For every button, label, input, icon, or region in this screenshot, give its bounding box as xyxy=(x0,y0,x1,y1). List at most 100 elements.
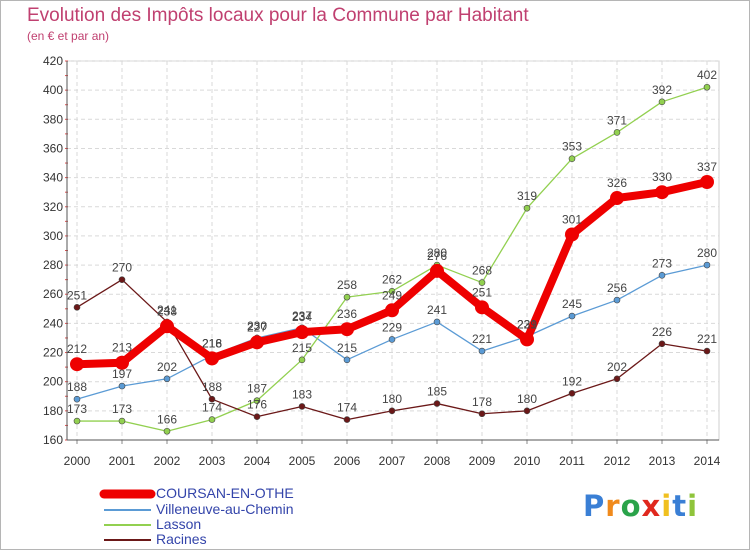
data-label: 166 xyxy=(157,412,177,426)
y-tick-label: 300 xyxy=(43,229,63,243)
data-point xyxy=(565,227,579,242)
data-point xyxy=(343,356,351,364)
y-tick-label: 320 xyxy=(43,200,63,214)
data-label: 229 xyxy=(382,320,402,334)
data-label: 227 xyxy=(247,320,267,334)
data-point xyxy=(253,413,261,420)
legend-swatches xyxy=(99,489,156,541)
y-tick-label: 420 xyxy=(43,54,63,68)
data-label: 174 xyxy=(337,401,357,415)
data-label: 262 xyxy=(382,272,402,286)
y-tick-label: 380 xyxy=(43,112,63,126)
data-point xyxy=(703,261,711,269)
legend-label: Racines xyxy=(156,531,207,547)
data-label: 256 xyxy=(607,281,627,295)
data-label: 276 xyxy=(427,249,447,263)
plot-area xyxy=(66,60,720,441)
data-point xyxy=(568,390,576,397)
data-label: 280 xyxy=(697,246,717,260)
data-point xyxy=(250,335,264,350)
y-tick-label: 280 xyxy=(43,258,63,272)
data-point xyxy=(430,263,444,278)
data-label: 241 xyxy=(157,303,177,317)
x-tick-label: 2001 xyxy=(109,454,136,468)
chart-title: Evolution des Impôts locaux pour la Comm… xyxy=(27,5,529,26)
data-point xyxy=(700,174,714,189)
series-lines xyxy=(70,83,714,435)
data-label: 230 xyxy=(247,319,267,333)
data-label: 202 xyxy=(607,360,627,374)
data-label: 174 xyxy=(202,401,222,415)
data-label: 337 xyxy=(697,160,717,174)
data-point xyxy=(703,347,711,355)
y-tick-label: 180 xyxy=(43,404,63,418)
data-label: 185 xyxy=(427,385,447,399)
proxiti-logo: Proxiti xyxy=(583,489,698,523)
data-label: 173 xyxy=(112,402,132,416)
data-label: 197 xyxy=(112,367,132,381)
data-point xyxy=(343,416,351,423)
axes: 160 180 200 220 240 260 280 300 320 340 360 380 400 4… xyxy=(43,54,721,468)
data-point xyxy=(343,293,351,301)
x-tick-label: 2000 xyxy=(64,454,91,468)
data-label: 245 xyxy=(562,297,582,311)
data-point xyxy=(163,427,171,435)
data-label: 192 xyxy=(562,374,582,388)
data-point xyxy=(73,417,81,425)
data-label: 251 xyxy=(67,288,87,302)
data-point xyxy=(475,300,489,315)
data-point xyxy=(115,355,129,370)
data-point xyxy=(163,375,171,383)
data-point xyxy=(295,325,309,340)
data-point xyxy=(208,395,216,403)
data-point xyxy=(70,357,84,372)
data-label: 251 xyxy=(472,285,492,299)
x-tick-label: 2011 xyxy=(559,454,585,468)
logo-letter: i xyxy=(687,489,699,523)
y-tick-label: 260 xyxy=(43,287,63,301)
data-point xyxy=(568,155,576,162)
data-label: 238 xyxy=(157,304,177,318)
logo-letter: r xyxy=(605,489,621,523)
data-label: 231 xyxy=(517,318,537,332)
data-point xyxy=(253,397,261,404)
data-point xyxy=(568,312,576,320)
data-point xyxy=(703,83,711,91)
data-label: 280 xyxy=(427,246,447,260)
data-label: 187 xyxy=(247,382,267,396)
data-label: 202 xyxy=(157,360,177,374)
x-tick-label: 2014 xyxy=(694,454,721,468)
data-label: 212 xyxy=(67,342,87,356)
x-tick-label: 2004 xyxy=(244,454,271,468)
legend-label: Lasson xyxy=(156,516,202,532)
legend-label: Villeneuve-au-Chemin xyxy=(156,501,294,517)
data-point xyxy=(208,416,216,423)
data-label: 236 xyxy=(337,307,357,321)
data-label: 353 xyxy=(562,140,582,154)
data-point xyxy=(73,395,81,403)
x-tick-label: 2006 xyxy=(334,454,361,468)
x-tick-label: 2005 xyxy=(289,454,316,468)
data-point xyxy=(520,332,534,347)
y-tick-label: 340 xyxy=(43,171,63,185)
data-point xyxy=(388,407,396,415)
data-point xyxy=(478,410,486,418)
y-tick-label: 160 xyxy=(43,433,63,447)
data-point xyxy=(478,347,486,355)
logo-letter: i xyxy=(661,489,673,523)
data-label: 301 xyxy=(562,212,582,226)
data-label: 330 xyxy=(652,170,672,184)
data-label: 218 xyxy=(202,336,222,350)
y-tick-label: 400 xyxy=(43,83,63,97)
data-point xyxy=(613,129,621,136)
data-label: 188 xyxy=(67,380,87,394)
data-point xyxy=(118,276,126,283)
data-point xyxy=(340,322,354,337)
x-tick-label: 2007 xyxy=(379,454,406,468)
data-label: 180 xyxy=(382,392,402,406)
data-label: 216 xyxy=(202,336,222,350)
data-label: 326 xyxy=(607,176,627,190)
data-label: 241 xyxy=(427,303,447,317)
legend-label: COURSAN-EN-OTHE xyxy=(156,485,294,501)
